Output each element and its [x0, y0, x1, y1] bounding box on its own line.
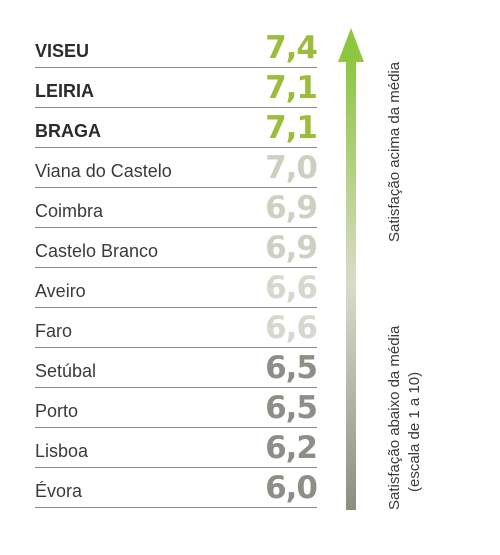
ranking-row: Porto 6,5: [35, 388, 318, 428]
city-label: Lisboa: [35, 441, 89, 461]
city-label: Viana do Castelo: [35, 161, 172, 181]
ranking-row: Coimbra 6,9: [35, 188, 318, 228]
row-divider: [35, 467, 317, 468]
score-label: 7,1: [265, 70, 318, 106]
row-divider: [35, 507, 317, 508]
ranking-row: Lisboa 6,2: [35, 428, 318, 468]
ranking-row: Viana do Castelo 7,0: [35, 148, 318, 188]
label-above-average: Satisfação acima da média: [386, 61, 403, 242]
city-label: Coimbra: [35, 201, 104, 221]
city-label: VISEU: [35, 41, 90, 61]
score-label: 6,5: [265, 390, 318, 426]
ranking-row: Faro 6,6: [35, 308, 318, 348]
city-label: Évora: [35, 481, 83, 501]
ranking-row: Aveiro 6,6: [35, 268, 318, 308]
ranking-row: Castelo Branco 6,9: [35, 228, 318, 268]
row-divider: [35, 267, 317, 268]
city-label: Aveiro: [35, 281, 86, 301]
row-divider: [35, 347, 317, 348]
row-divider: [35, 387, 317, 388]
city-label: BRAGA: [35, 121, 101, 141]
label-scale: (escala de 1 a 10): [406, 371, 423, 492]
ranking-row: LEIRIA 7,1: [35, 68, 318, 108]
ranking-row: VISEU 7,4: [35, 28, 318, 68]
ranking-row: BRAGA 7,1: [35, 108, 318, 148]
row-divider: [35, 227, 317, 228]
score-label: 6,9: [265, 190, 318, 226]
score-label: 6,2: [265, 430, 318, 466]
score-label: 6,5: [265, 350, 318, 386]
ranking-row: Évora 6,0: [35, 468, 318, 508]
arrow-head: [338, 28, 364, 62]
score-label: 6,6: [265, 270, 318, 306]
score-label: 7,1: [265, 110, 318, 146]
row-divider: [35, 147, 317, 148]
arrow-shaft: [346, 58, 356, 510]
row-divider: [35, 427, 317, 428]
city-label: Faro: [35, 321, 73, 341]
score-label: 6,9: [265, 230, 318, 266]
row-divider: [35, 67, 317, 68]
score-label: 7,4: [265, 30, 318, 66]
score-label: 7,0: [265, 150, 318, 186]
row-divider: [35, 107, 317, 108]
score-label: 6,6: [265, 310, 318, 346]
ranking-row: Setúbal 6,5: [35, 348, 318, 388]
row-divider: [35, 187, 317, 188]
city-label: Setúbal: [35, 361, 97, 381]
score-label: 6,0: [265, 470, 318, 506]
city-label: Porto: [35, 401, 79, 421]
city-label: Castelo Branco: [35, 241, 159, 261]
label-below-average: Satisfação abaixo da média: [386, 325, 403, 510]
row-divider: [35, 307, 317, 308]
city-label: LEIRIA: [35, 81, 95, 101]
